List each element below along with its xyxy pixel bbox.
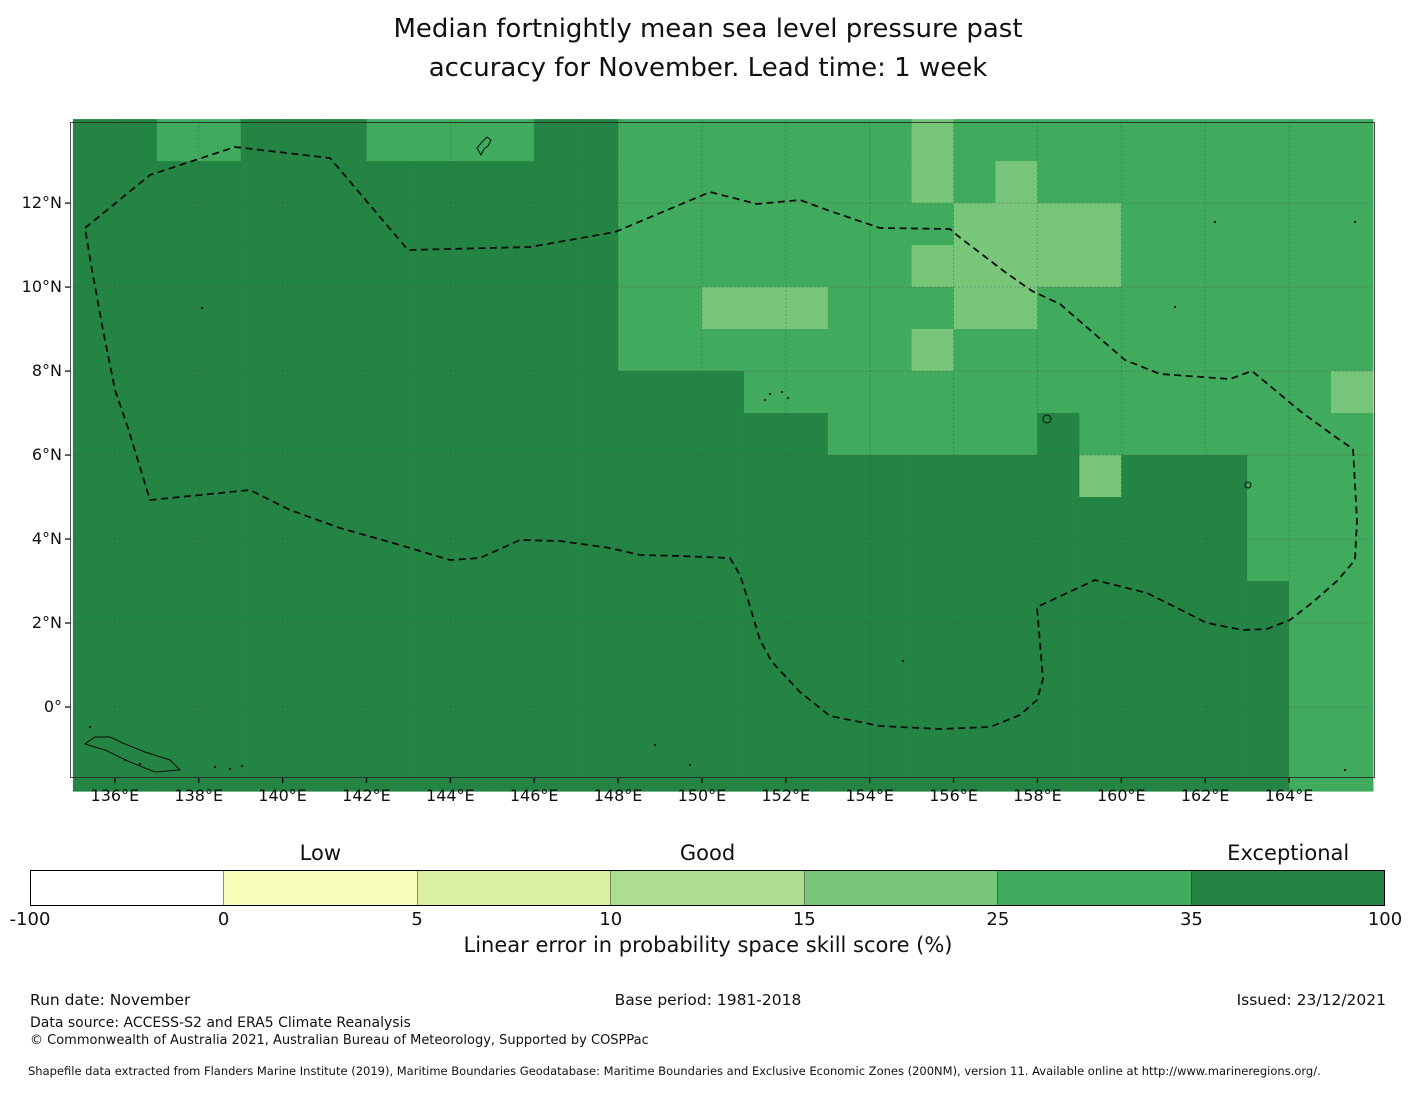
- colorbar-segment: [417, 871, 612, 905]
- y-tick-label: 4°N: [31, 529, 62, 549]
- x-tick-label: 138°E: [174, 786, 224, 805]
- axis-ticks: [65, 202, 1290, 783]
- x-tick-label: 154°E: [845, 786, 895, 805]
- colorbar-tick-value: 15: [792, 909, 816, 930]
- chart-title-line2: accuracy for November. Lead time: 1 week: [428, 53, 988, 83]
- colorbar-class-label: Low: [299, 841, 342, 865]
- colorbar-segment: [1191, 871, 1384, 905]
- map-canvas: [65, 119, 1375, 792]
- colorbar-segment: [31, 871, 225, 905]
- x-tick-label: 162°E: [1180, 786, 1230, 805]
- x-tick-label: 164°E: [1264, 786, 1314, 805]
- x-tick-label: 160°E: [1096, 786, 1146, 805]
- colorbar-tick-value: -100: [9, 909, 51, 930]
- colorbar-segment: [804, 871, 999, 905]
- x-tick-label: 144°E: [426, 786, 475, 805]
- colorbar-tick-value: 25: [986, 909, 1010, 930]
- x-tick-label: 140°E: [258, 786, 307, 805]
- data-source-text: Data source: ACCESS-S2 and ERA5 Climate …: [30, 1015, 411, 1031]
- colorbar: [30, 870, 1385, 906]
- island-outlines: [83, 136, 1252, 773]
- heatmap-cells: [72, 119, 1374, 792]
- y-tick-label: 2°N: [31, 613, 62, 633]
- issued-date-text: Issued: 23/12/2021: [1236, 991, 1386, 1009]
- eez-boundary-dashed-line: [84, 146, 1358, 730]
- colorbar-segment: [224, 871, 418, 905]
- x-tick-label: 158°E: [1013, 786, 1062, 805]
- y-tick-label: 10°N: [21, 277, 62, 297]
- x-tick-label: 156°E: [929, 786, 978, 805]
- x-tick-label: 136°E: [90, 786, 140, 805]
- x-tick-label: 152°E: [761, 786, 811, 805]
- shapefile-note-text: Shapefile data extracted from Flanders M…: [28, 1064, 1321, 1078]
- chart-title: Median fortnightly mean sea level pressu…: [0, 10, 1416, 88]
- run-date-text: Run date: November: [30, 991, 191, 1009]
- copyright-text: © Commonwealth of Australia 2021, Austra…: [30, 1033, 649, 1048]
- chart-title-line1: Median fortnightly mean sea level pressu…: [393, 14, 1023, 44]
- colorbar-tick-value: 35: [1179, 909, 1203, 930]
- colorbar-tick-value: 10: [599, 909, 623, 930]
- island-dots: [88, 220, 1357, 772]
- colorbar-caption: Linear error in probability space skill …: [463, 933, 953, 957]
- colorbar-segment: [611, 871, 805, 905]
- x-tick-label: 146°E: [509, 786, 559, 805]
- colorbar-segment: [998, 871, 1192, 905]
- colorbar-tick-value: 100: [1367, 909, 1403, 930]
- y-tick-label: 12°N: [21, 193, 62, 213]
- y-tick-label: 8°N: [31, 361, 62, 381]
- colorbar-tick-value: 5: [411, 909, 423, 930]
- colorbar-class-label: Good: [679, 841, 736, 865]
- x-tick-label: 150°E: [677, 786, 727, 805]
- skill-heatmap-svg: [65, 119, 1375, 792]
- map-frame: [70, 122, 1375, 778]
- x-tick-label: 148°E: [593, 786, 643, 805]
- colorbar-class-label: Exceptional: [1227, 841, 1350, 865]
- base-period-text: Base period: 1981-2018: [614, 991, 802, 1009]
- colorbar-tick-value: 0: [217, 909, 230, 930]
- y-tick-label: 6°N: [31, 445, 62, 465]
- x-tick-label: 142°E: [342, 786, 391, 805]
- y-tick-label: 0°: [43, 697, 62, 717]
